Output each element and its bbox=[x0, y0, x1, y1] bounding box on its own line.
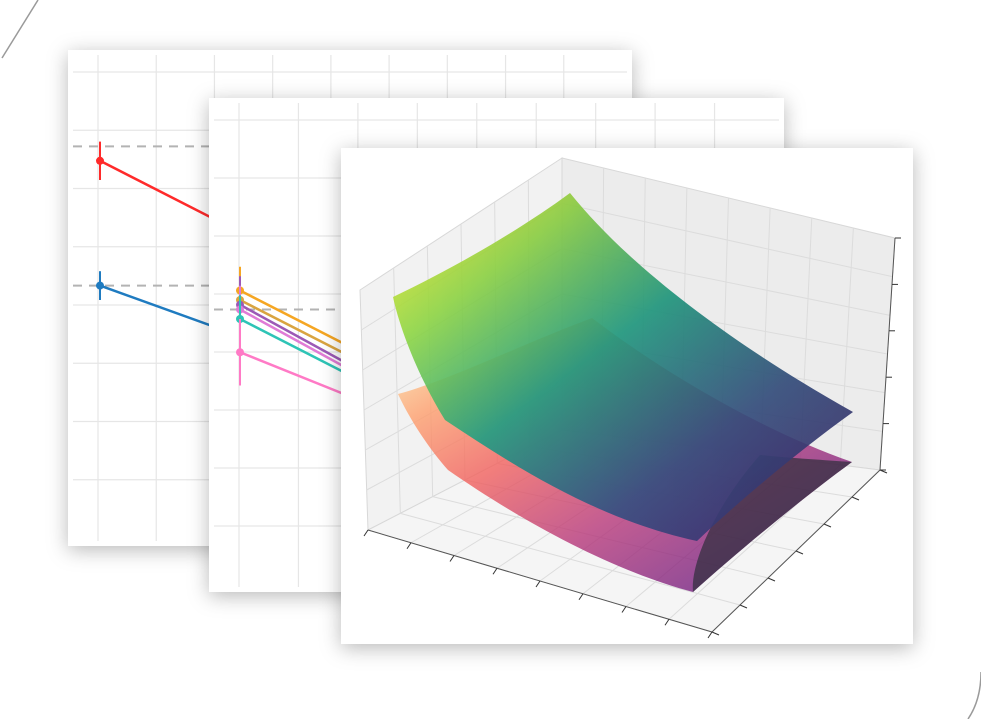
tick-y bbox=[767, 577, 776, 582]
tick-y bbox=[823, 523, 832, 528]
tick-x bbox=[406, 542, 412, 550]
surface-viridis bbox=[393, 193, 853, 541]
chart-panel-2-series bbox=[236, 266, 371, 406]
tick-x bbox=[578, 593, 584, 601]
data-point bbox=[96, 156, 104, 165]
tick-y bbox=[711, 631, 720, 636]
tick-x bbox=[707, 631, 713, 639]
tick-x bbox=[363, 529, 369, 537]
surface-magma-dark-edge bbox=[692, 455, 852, 592]
axis-line-z bbox=[879, 237, 896, 471]
frame-edge-bottom-right bbox=[967, 671, 981, 719]
data-point bbox=[96, 281, 104, 290]
frame-edge-top-left bbox=[1, 0, 39, 59]
tick-x bbox=[449, 555, 455, 562]
tick-x bbox=[664, 618, 670, 626]
chart-panel-3 bbox=[341, 148, 913, 644]
grid-line-3d bbox=[561, 202, 893, 278]
data-point bbox=[236, 348, 244, 357]
tick-y bbox=[795, 550, 804, 555]
tick-x bbox=[535, 580, 541, 588]
tick-y bbox=[851, 496, 860, 501]
surface-viridis-shade bbox=[393, 193, 853, 541]
tick-y bbox=[739, 604, 748, 609]
tick-x bbox=[621, 606, 627, 613]
chart-panel-3-ticks bbox=[363, 237, 901, 639]
tick-x bbox=[492, 567, 498, 575]
grid-line-3d bbox=[400, 512, 741, 606]
